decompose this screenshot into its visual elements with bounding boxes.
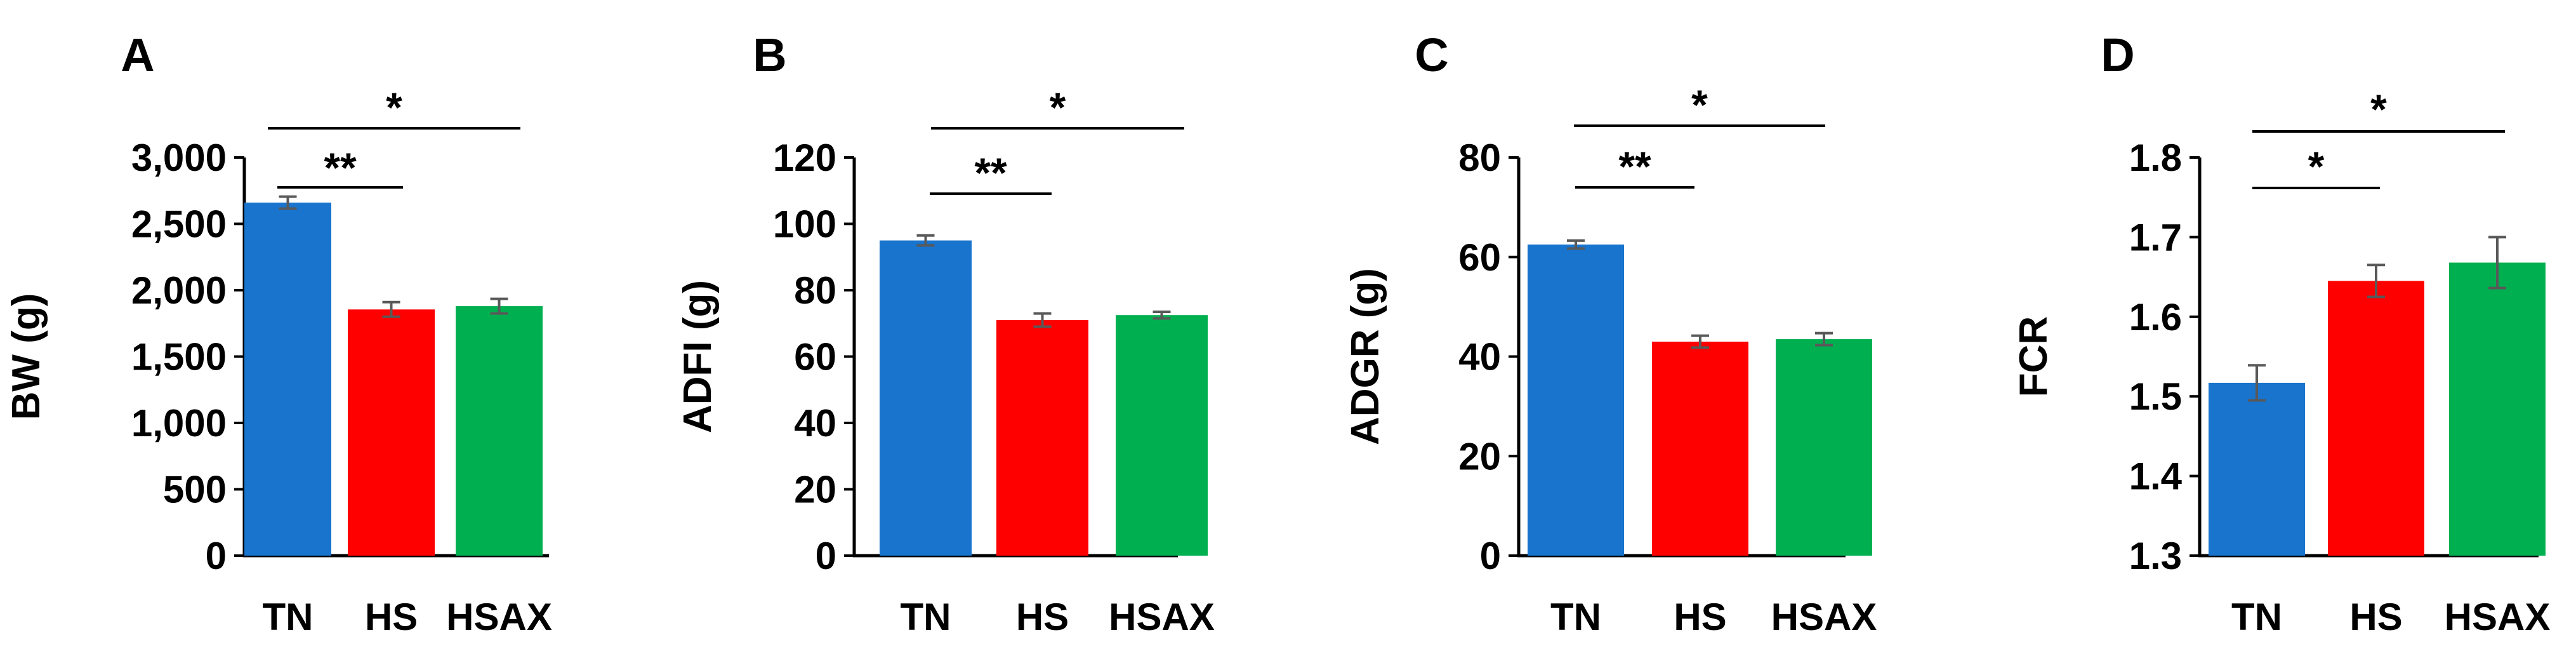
panel-d-bar-hsax [2449, 262, 2546, 556]
panel-b-bar-tn [880, 240, 972, 556]
panel-a-ytick-label: 0 [206, 535, 227, 577]
panel-a-ytick-label: 1,500 [131, 336, 227, 378]
panel-a-sig-label: ** [324, 144, 357, 191]
panel-d-sig-label: * [2308, 143, 2325, 190]
panel-d-ytick-label: 1.7 [2129, 216, 2182, 258]
panel-d-xtick-label: HS [2349, 596, 2402, 638]
panel-b-xtick-label: TN [901, 596, 951, 638]
panel-d-ytick-label: 1.6 [2129, 296, 2182, 338]
panel-a-ylabel: BW (g) [4, 293, 48, 420]
panel-a-xtick-label: HS [365, 596, 418, 638]
panel-a-ytick-label: 1,000 [131, 402, 227, 445]
panel-c-bar-tn [1528, 244, 1624, 556]
panel-c-bar-hs [1652, 341, 1748, 556]
panel-c-xtick-label: HS [1674, 596, 1726, 638]
panel-a-ytick-label: 2,500 [131, 203, 227, 246]
panel-b-bar-hsax [1116, 315, 1208, 556]
panel-a-bar-hs [348, 309, 435, 556]
panel-b-ytick-label: 20 [794, 469, 836, 511]
panel-b-ytick-label: 120 [773, 137, 836, 179]
panel-a-sig-label: * [386, 84, 402, 131]
panel-a-xtick-label: HSAX [446, 596, 552, 638]
panel-c-ytick-label: 80 [1458, 137, 1501, 179]
panel-a-ytick-label: 500 [163, 469, 227, 511]
panel-b-bar-hs [996, 320, 1088, 556]
panel-a-ytick-label: 2,000 [131, 269, 227, 312]
panel-c-bar-hsax [1776, 339, 1872, 556]
panel-c-ytick-label: 20 [1458, 435, 1501, 478]
panel-c-sig-label: ** [1618, 143, 1651, 190]
panel-b-ytick-label: 0 [816, 535, 836, 577]
panel-b-sig-label: * [1050, 84, 1066, 131]
panel-d-bar-hs [2328, 281, 2424, 556]
panel-a-xtick-label: TN [263, 596, 314, 638]
panel-d-sig-label: * [2370, 86, 2387, 133]
panel-a-bar-hsax [456, 306, 543, 556]
panel-b-sig-label: ** [974, 149, 1007, 196]
panel-b-ytick-label: 100 [773, 203, 836, 246]
panel-b-xtick-label: HSAX [1109, 596, 1215, 638]
panel-a-ytick-label: 3,000 [131, 137, 227, 179]
panel-a-bar-tn [244, 203, 331, 556]
panel-d-bar-tn [2209, 382, 2305, 556]
panel-c-ytick-label: 40 [1458, 336, 1501, 378]
panel-b-ytick-label: 40 [794, 402, 836, 445]
panel-d-ytick-label: 1.8 [2129, 137, 2182, 179]
panel-b-ytick-label: 80 [794, 269, 836, 312]
panel-c-xtick-label: HSAX [1771, 596, 1877, 638]
panel-d-ytick-label: 1.4 [2129, 455, 2183, 498]
panel-d-ytick-label: 1.5 [2129, 375, 2182, 418]
panel-c-xtick-label: TN [1550, 596, 1601, 638]
panel-c-ytick-label: 0 [1480, 535, 1501, 577]
panel-b-ylabel: ADFI (g) [676, 280, 720, 433]
panel-b-xtick-label: HS [1016, 596, 1069, 638]
panel-d-xtick-label: HSAX [2445, 596, 2551, 638]
panel-d-ylabel: FCR [2012, 316, 2056, 397]
panel-b-ytick-label: 60 [794, 336, 836, 378]
panel-c-letter: C [1415, 29, 1448, 81]
panel-d-letter: D [2101, 29, 2134, 81]
panel-c-sig-label: * [1691, 81, 1708, 128]
panel-d-ytick-label: 1.3 [2129, 535, 2182, 577]
panel-b-letter: B [753, 29, 786, 81]
panel-a-letter: A [121, 29, 154, 81]
panel-c-ylabel: ADGR (g) [1344, 268, 1387, 445]
panel-c-ytick-label: 60 [1458, 236, 1501, 279]
panel-d-xtick-label: TN [2231, 596, 2282, 638]
